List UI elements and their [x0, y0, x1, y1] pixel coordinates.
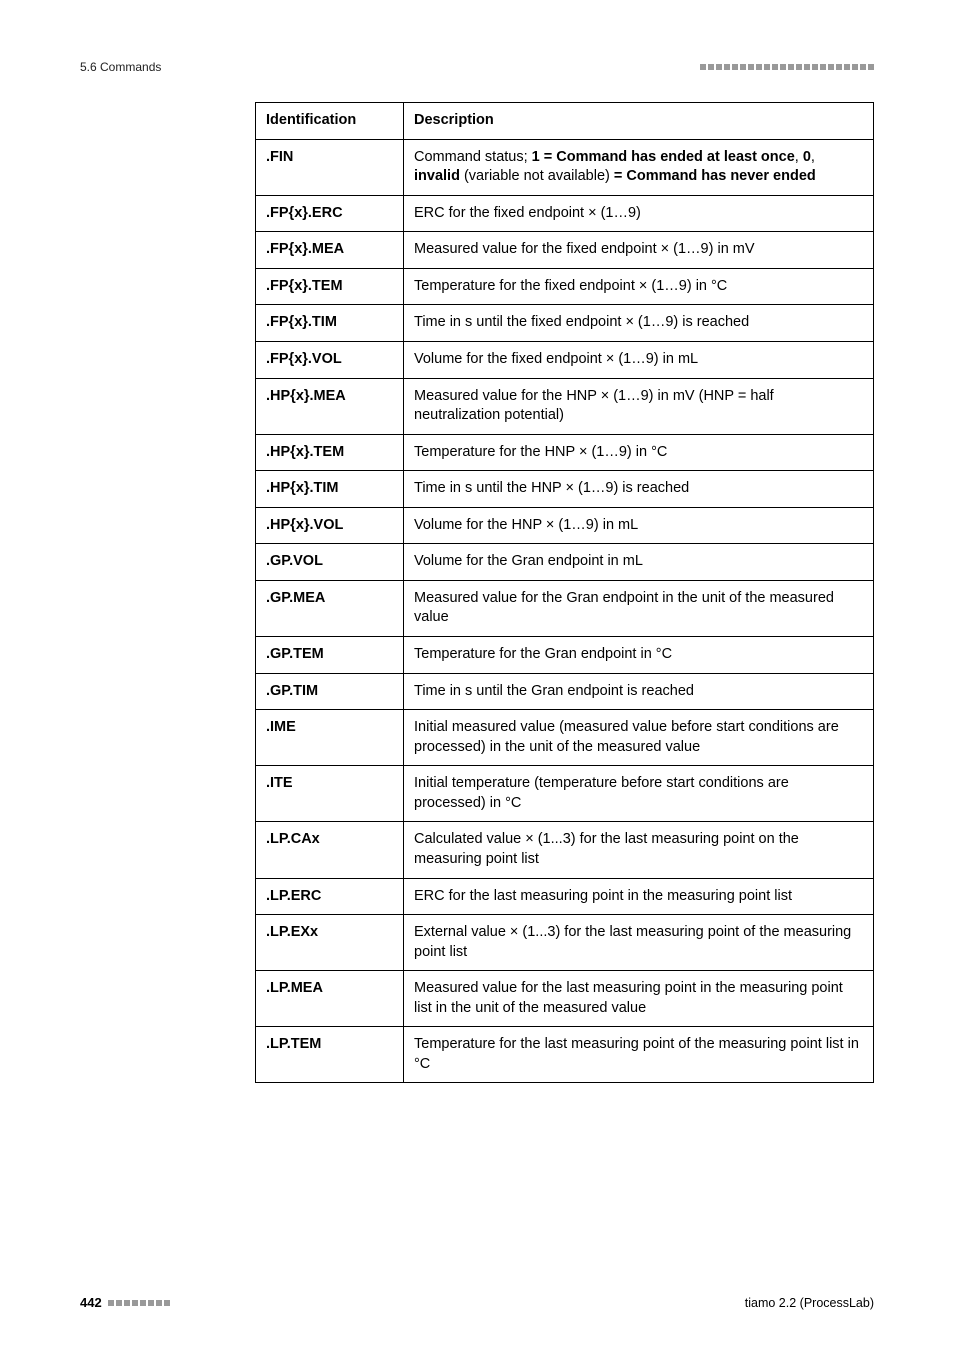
table-row: .LP.TEMTemperature for the last measurin…	[256, 1027, 874, 1083]
table-row: .FP{x}.TIMTime in s until the fixed endp…	[256, 305, 874, 342]
cell-identification: .ITE	[256, 766, 404, 822]
cell-description: Temperature for the HNP × (1…9) in °C	[404, 434, 874, 471]
table-row: .LP.MEAMeasured value for the last measu…	[256, 971, 874, 1027]
cell-description: Volume for the Gran endpoint in mL	[404, 544, 874, 581]
table-row: .FP{x}.MEAMeasured value for the fixed e…	[256, 232, 874, 269]
cell-description: External value × (1...3) for the last me…	[404, 915, 874, 971]
cell-description: Time in s until the Gran endpoint is rea…	[404, 673, 874, 710]
header-ornament	[700, 64, 874, 70]
page: 5.6 Commands Identification Description …	[0, 0, 954, 1350]
cell-description: Time in s until the HNP × (1…9) is reach…	[404, 471, 874, 508]
table-row: .HP{x}.VOLVolume for the HNP × (1…9) in …	[256, 507, 874, 544]
cell-identification: .HP{x}.TEM	[256, 434, 404, 471]
footer-left: 442	[80, 1295, 170, 1310]
cell-identification: .LP.TEM	[256, 1027, 404, 1083]
table-row: .LP.EXxExternal value × (1...3) for the …	[256, 915, 874, 971]
cell-identification: .FIN	[256, 139, 404, 195]
cell-identification: .GP.TIM	[256, 673, 404, 710]
cell-description: Temperature for the last measuring point…	[404, 1027, 874, 1083]
cell-identification: .GP.VOL	[256, 544, 404, 581]
table-row: .GP.MEAMeasured value for the Gran endpo…	[256, 580, 874, 636]
cell-description: Time in s until the fixed endpoint × (1……	[404, 305, 874, 342]
table-row: .IMEInitial measured value (measured val…	[256, 710, 874, 766]
page-header: 5.6 Commands	[80, 60, 874, 74]
col-description: Description	[404, 103, 874, 140]
cell-identification: .LP.CAx	[256, 822, 404, 878]
cell-description: Initial temperature (temperature before …	[404, 766, 874, 822]
cell-description: Measured value for the last measuring po…	[404, 971, 874, 1027]
page-number: 442	[80, 1295, 102, 1310]
cell-description: Initial measured value (measured value b…	[404, 710, 874, 766]
table-row: .GP.TEMTemperature for the Gran endpoint…	[256, 637, 874, 674]
footer-ornament	[108, 1300, 170, 1306]
cell-identification: .LP.EXx	[256, 915, 404, 971]
cell-identification: .FP{x}.TEM	[256, 268, 404, 305]
table-row: .FP{x}.VOLVolume for the fixed endpoint …	[256, 341, 874, 378]
cell-description: Measured value for the Gran endpoint in …	[404, 580, 874, 636]
cell-description: ERC for the fixed endpoint × (1…9)	[404, 195, 874, 232]
table-row: .FINCommand status; 1 = Command has ende…	[256, 139, 874, 195]
cell-description: Volume for the fixed endpoint × (1…9) in…	[404, 341, 874, 378]
col-identification: Identification	[256, 103, 404, 140]
cell-identification: .GP.TEM	[256, 637, 404, 674]
cell-identification: .FP{x}.ERC	[256, 195, 404, 232]
table-row: .FP{x}.TEMTemperature for the fixed endp…	[256, 268, 874, 305]
table-row: .HP{x}.MEAMeasured value for the HNP × (…	[256, 378, 874, 434]
cell-identification: .GP.MEA	[256, 580, 404, 636]
cell-description: Measured value for the HNP × (1…9) in mV…	[404, 378, 874, 434]
section-label: 5.6 Commands	[80, 60, 161, 74]
cell-identification: .HP{x}.TIM	[256, 471, 404, 508]
table-row: .LP.ERCERC for the last measuring point …	[256, 878, 874, 915]
table-row: .GP.VOLVolume for the Gran endpoint in m…	[256, 544, 874, 581]
footer-right: tiamo 2.2 (ProcessLab)	[745, 1296, 874, 1310]
cell-identification: .LP.MEA	[256, 971, 404, 1027]
cell-description: Volume for the HNP × (1…9) in mL	[404, 507, 874, 544]
table-row: .ITEInitial temperature (temperature bef…	[256, 766, 874, 822]
cell-identification: .HP{x}.VOL	[256, 507, 404, 544]
cell-description: ERC for the last measuring point in the …	[404, 878, 874, 915]
cell-identification: .LP.ERC	[256, 878, 404, 915]
cell-identification: .HP{x}.MEA	[256, 378, 404, 434]
cell-description: Command status; 1 = Command has ended at…	[404, 139, 874, 195]
table-row: .HP{x}.TIMTime in s until the HNP × (1…9…	[256, 471, 874, 508]
cell-identification: .IME	[256, 710, 404, 766]
table-header-row: Identification Description	[256, 103, 874, 140]
commands-table-wrap: Identification Description .FINCommand s…	[255, 102, 874, 1083]
cell-description: Temperature for the Gran endpoint in °C	[404, 637, 874, 674]
cell-description: Temperature for the fixed endpoint × (1……	[404, 268, 874, 305]
table-row: .FP{x}.ERCERC for the fixed endpoint × (…	[256, 195, 874, 232]
page-footer: 442 tiamo 2.2 (ProcessLab)	[80, 1295, 874, 1310]
table-row: .GP.TIMTime in s until the Gran endpoint…	[256, 673, 874, 710]
cell-identification: .FP{x}.MEA	[256, 232, 404, 269]
cell-description: Measured value for the fixed endpoint × …	[404, 232, 874, 269]
cell-identification: .FP{x}.VOL	[256, 341, 404, 378]
cell-identification: .FP{x}.TIM	[256, 305, 404, 342]
table-row: .LP.CAxCalculated value × (1...3) for th…	[256, 822, 874, 878]
table-row: .HP{x}.TEMTemperature for the HNP × (1…9…	[256, 434, 874, 471]
table-body: .FINCommand status; 1 = Command has ende…	[256, 139, 874, 1083]
cell-description: Calculated value × (1...3) for the last …	[404, 822, 874, 878]
commands-table: Identification Description .FINCommand s…	[255, 102, 874, 1083]
